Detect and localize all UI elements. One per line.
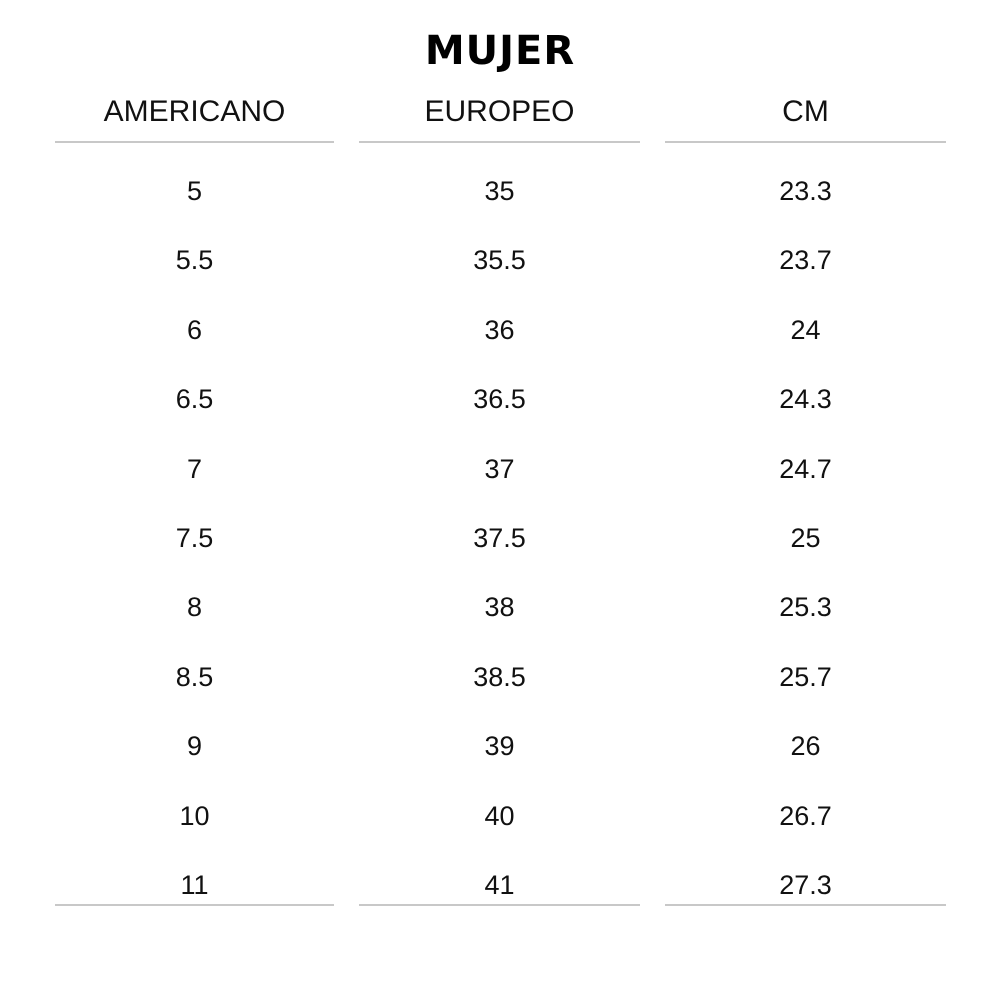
column-europeo: EUROPEO 35 35.5 36 36.5 37 37.5 38 38.5 39 40 41: [359, 0, 640, 1000]
table-cell: 8: [186, 592, 203, 623]
table-cell: 6: [186, 314, 203, 345]
table-cell: 37.5: [473, 523, 526, 553]
bottom-divider: [359, 904, 640, 906]
table-cell: 24: [790, 314, 821, 345]
table-cell: 37: [484, 453, 515, 484]
header-divider: [359, 141, 640, 143]
column-header: AMERICANO: [103, 95, 286, 128]
bottom-divider: [55, 904, 334, 906]
table-cell: 9: [186, 731, 203, 762]
bottom-divider: [665, 904, 946, 906]
table-cell: 38.5: [473, 661, 526, 692]
column-header: EUROPEO: [424, 95, 575, 128]
column-cm: CM 23.3 23.7 24 24.3 24.7 25 25.3 25.7 26 26.7 27.3: [665, 0, 946, 1000]
table-cell: 6.5: [175, 384, 214, 415]
table-cell: 27.3: [779, 870, 832, 900]
table-cell: 39: [484, 731, 515, 762]
table-cell: 10: [179, 800, 210, 831]
table-cell: 35: [484, 176, 515, 206]
table-cell: 23.7: [779, 245, 832, 276]
table-cell: 41: [484, 870, 515, 900]
table-cell: 35.5: [473, 245, 526, 276]
table-cell: 24.3: [779, 384, 832, 415]
table-cell: 38: [484, 592, 515, 623]
table-cell: 36.5: [473, 384, 526, 415]
table-cell: 26.7: [779, 800, 832, 831]
table-cell: 25: [790, 523, 821, 553]
table-cell: 23.3: [779, 176, 832, 206]
table-cell: 7: [186, 453, 203, 484]
column-americano: AMERICANO 5 5.5 6 6.5 7 7.5 8 8.5 9 10 11: [55, 0, 334, 1000]
table-cell: 26: [790, 731, 821, 762]
table-cell: 25.7: [779, 661, 832, 692]
table-cell: 25.3: [779, 592, 832, 623]
header-divider: [55, 141, 334, 143]
table-cell: 11: [180, 870, 209, 900]
column-header: CM: [782, 95, 829, 128]
table-cell: 24.7: [779, 453, 832, 484]
table-cell: 5.5: [175, 245, 214, 276]
page-title: MUJER: [424, 28, 576, 74]
table-cell: 40: [484, 800, 515, 831]
table-cell: 5: [186, 176, 203, 206]
table-cell: 36: [484, 314, 515, 345]
header-divider: [665, 141, 946, 143]
table-cell: 8.5: [175, 661, 214, 692]
table-cell: 7.5: [175, 523, 214, 553]
